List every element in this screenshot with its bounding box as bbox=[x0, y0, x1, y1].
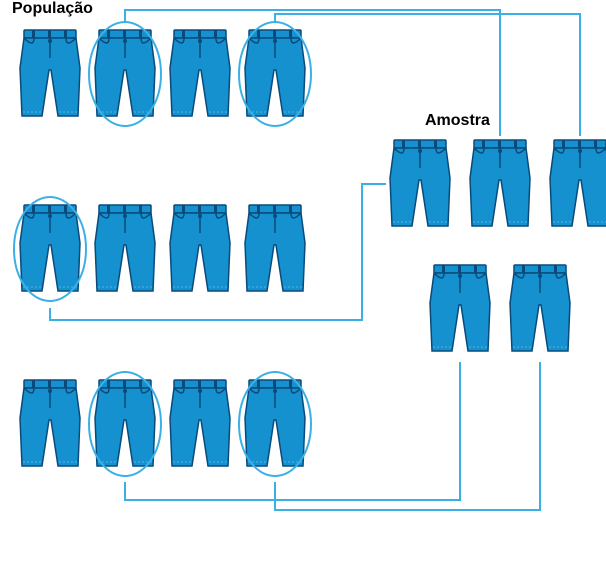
population-pants-icon bbox=[20, 380, 80, 466]
population-pants-icon bbox=[170, 30, 230, 116]
sample-pants-icon bbox=[470, 140, 530, 226]
sample-label: Amostra bbox=[425, 112, 490, 130]
population-pants-icon bbox=[95, 380, 155, 466]
sample-pants-icon bbox=[430, 265, 490, 351]
population-pants-icon bbox=[170, 380, 230, 466]
population-pants-icon bbox=[245, 205, 305, 291]
connection-line bbox=[275, 362, 540, 510]
diagram-canvas bbox=[0, 0, 606, 565]
population-pants-icon bbox=[245, 30, 305, 116]
population-pants-icon bbox=[95, 205, 155, 291]
sample-pants-icon bbox=[550, 140, 606, 226]
sample-pants-icon bbox=[510, 265, 570, 351]
population-label: População bbox=[12, 0, 93, 18]
population-pants-icon bbox=[170, 205, 230, 291]
population-pants-icon bbox=[20, 205, 80, 291]
population-pants-icon bbox=[245, 380, 305, 466]
population-pants-icon bbox=[20, 30, 80, 116]
sample-pants-icon bbox=[390, 140, 450, 226]
population-pants-icon bbox=[95, 30, 155, 116]
